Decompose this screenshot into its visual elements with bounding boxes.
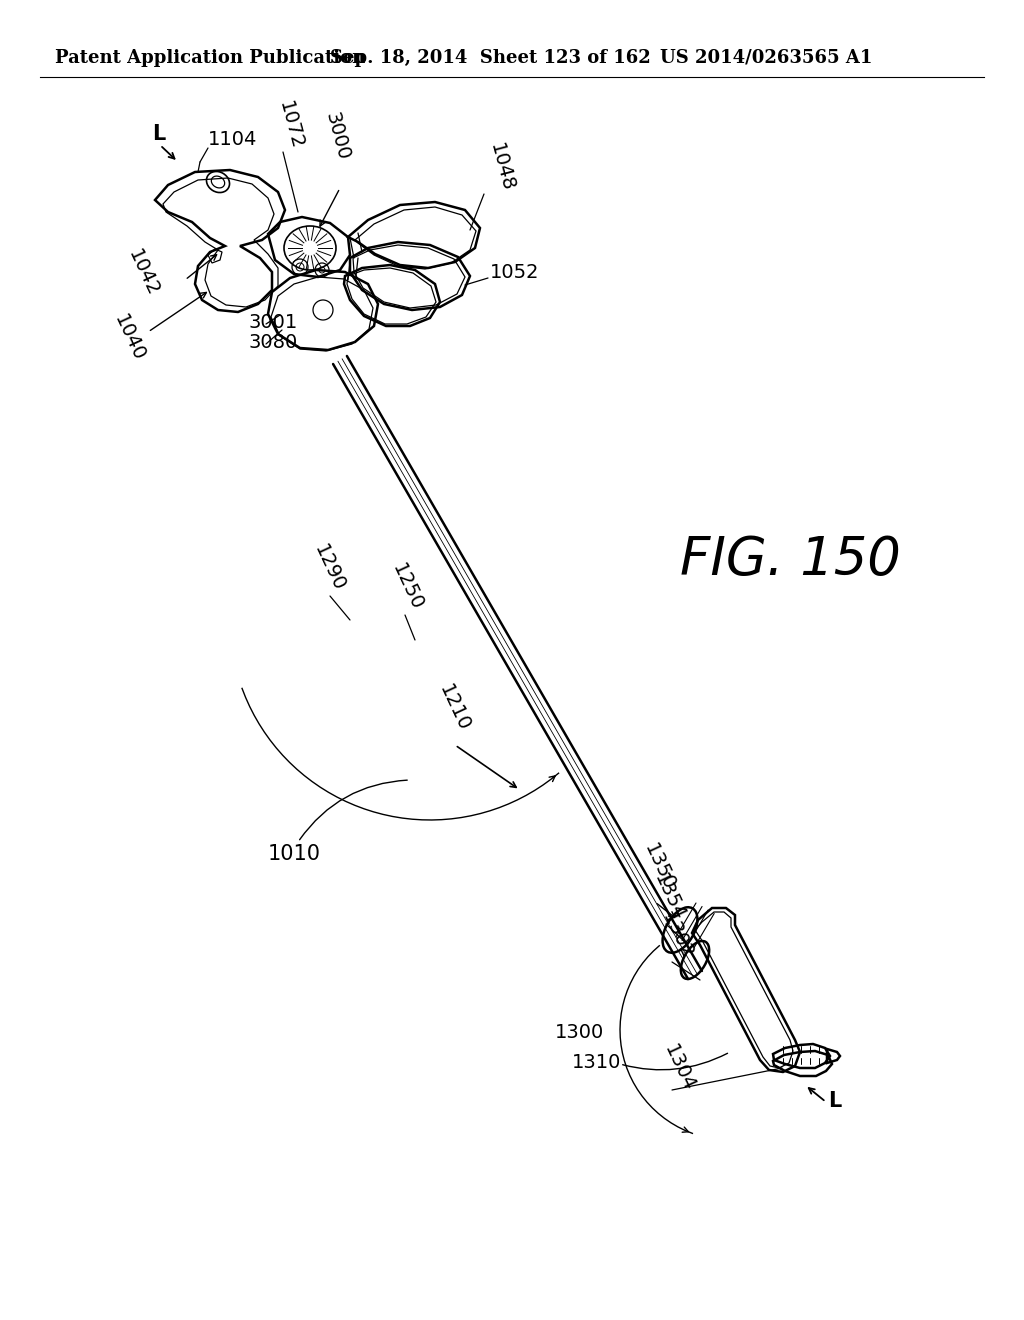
Text: L: L [152,124,165,144]
Text: 1290: 1290 [310,541,348,594]
Text: 1010: 1010 [268,843,321,865]
Text: 3000: 3000 [322,110,353,162]
Text: 1040: 1040 [110,312,148,364]
Text: 1302: 1302 [658,909,696,962]
Text: 1072: 1072 [275,99,306,152]
Text: 1052: 1052 [490,263,540,282]
Text: 1048: 1048 [486,141,517,194]
Text: 1310: 1310 [572,1053,622,1072]
Text: US 2014/0263565 A1: US 2014/0263565 A1 [660,49,872,67]
Text: L: L [828,1092,842,1111]
Text: 1304: 1304 [660,1041,698,1094]
Text: FIG. 150: FIG. 150 [680,535,901,586]
Text: Sep. 18, 2014  Sheet 123 of 162: Sep. 18, 2014 Sheet 123 of 162 [330,49,650,67]
Text: 1210: 1210 [435,681,473,734]
Text: 1350: 1350 [640,841,678,894]
Text: 1354: 1354 [650,871,688,924]
Text: 3080: 3080 [248,333,297,352]
Text: 1104: 1104 [208,129,257,149]
Text: 1042: 1042 [124,247,162,300]
Text: 1300: 1300 [555,1023,604,1041]
Text: 1250: 1250 [388,561,426,614]
Text: Patent Application Publication: Patent Application Publication [55,49,366,67]
Text: 3001: 3001 [248,313,297,333]
